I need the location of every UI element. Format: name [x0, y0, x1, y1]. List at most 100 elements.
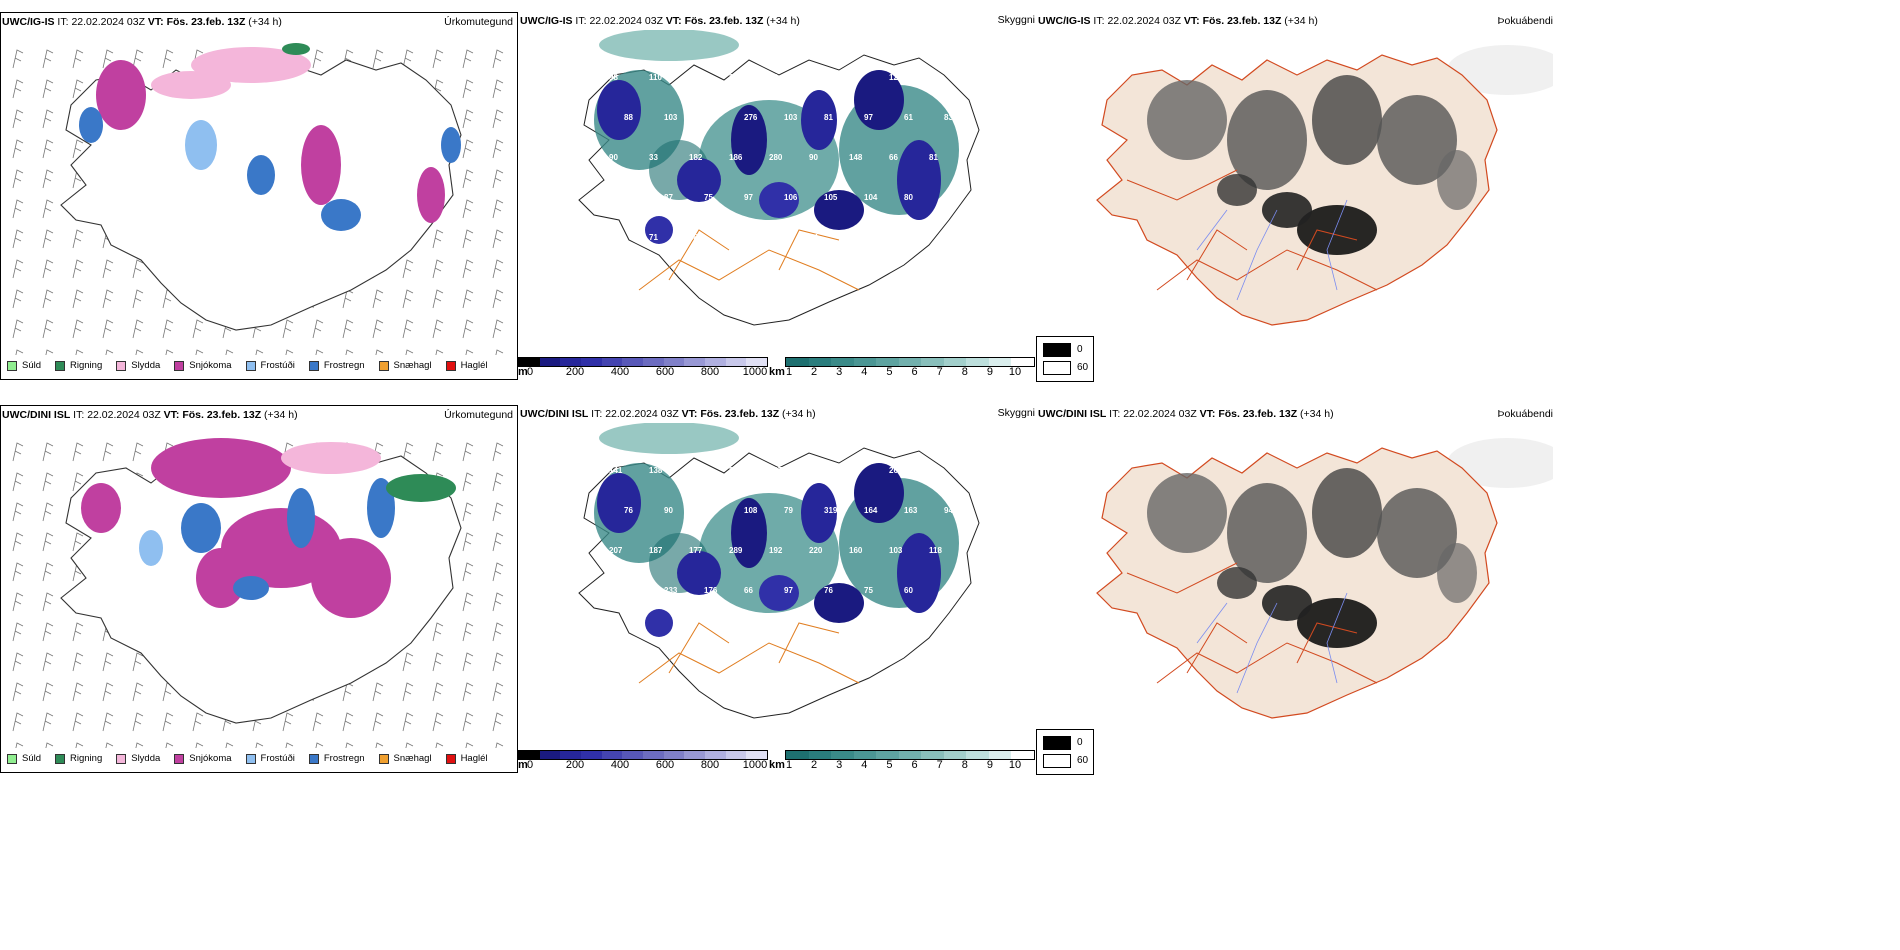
visibility-value: 128 — [689, 73, 703, 82]
legend-item: Snjókoma — [174, 360, 232, 371]
colorbar-tick: 7 — [936, 759, 943, 771]
colorbar-tick: 600 — [655, 759, 675, 771]
dense-fog-area — [854, 70, 904, 130]
visibility-value: 160 — [849, 546, 863, 555]
legend-swatch — [378, 753, 389, 764]
precip-area — [311, 538, 391, 618]
road-network — [1126, 169, 1378, 291]
visibility-km-colorbar — [785, 357, 1035, 367]
road-network — [638, 229, 860, 291]
legend-label: Haglél — [460, 753, 488, 764]
precip-area — [151, 71, 231, 99]
colorbar-segment — [539, 751, 561, 759]
precip-area — [301, 125, 341, 205]
legend-label: Frostúði — [260, 360, 295, 371]
precip-type-map — [12, 43, 504, 355]
legend-swatch — [7, 360, 17, 371]
legend-item: Snæhagl — [378, 753, 432, 764]
visibility-value: 289 — [729, 546, 743, 555]
colorbar-tick: 0 — [526, 759, 534, 771]
visibility-value: 123 — [929, 73, 943, 82]
legend-label: Rigning — [70, 753, 103, 764]
precip-area — [282, 43, 310, 55]
precip-area — [151, 438, 291, 498]
colorbar-segment — [786, 358, 809, 366]
fog-legend-swatch — [1043, 736, 1071, 750]
fog-area — [1437, 150, 1477, 210]
visibility-value: 34 — [849, 73, 858, 82]
dense-fog-area — [677, 158, 721, 202]
visibility-value: 90 — [809, 153, 818, 162]
colorbar-segment — [581, 358, 602, 366]
panel-name: Úrkomutegund — [444, 409, 513, 421]
visibility-km-unit: km — [769, 759, 785, 771]
dense-fog-area — [645, 609, 673, 637]
legend-label: Slydda — [131, 360, 161, 371]
legend-swatch — [116, 753, 127, 764]
panel-name: Þokuábendi — [1497, 15, 1553, 27]
legend-swatch — [245, 753, 256, 764]
low-visibility-area — [599, 423, 739, 454]
precip-area — [79, 107, 103, 143]
colorbar-segment — [966, 358, 989, 366]
visibility-value: 106 — [784, 193, 798, 202]
colorbar-tick: 6 — [911, 366, 918, 378]
legend-swatch — [445, 360, 456, 371]
colorbar-segment — [876, 358, 899, 366]
colorbar-tick: 1000 — [742, 759, 768, 771]
visibility-value: 237 — [769, 466, 783, 475]
colorbar-segment — [988, 358, 1012, 366]
legend-item: Súld — [7, 753, 41, 764]
colorbar-segment — [581, 751, 602, 759]
legend-item: Súld — [7, 360, 41, 371]
visibility-value: 74 — [609, 233, 618, 242]
precip-area — [386, 474, 456, 502]
colorbar-segment — [519, 751, 540, 759]
fog-area — [1297, 205, 1377, 255]
visibility-value: 182 — [689, 153, 703, 162]
colorbar-segment — [898, 358, 922, 366]
visibility-km-colorbar — [785, 750, 1035, 760]
visibility-value: 78 — [769, 73, 778, 82]
fog-area — [1312, 468, 1382, 558]
precip-type-map — [12, 438, 504, 748]
fog-index-map — [1096, 438, 1553, 719]
panel-title: UWC/IG-IS IT: 22.02.2024 03Z VT: Fös. 23… — [520, 15, 800, 27]
visibility-value: 71 — [649, 233, 658, 242]
legend-label: Súld — [22, 753, 42, 764]
colorbar-segment — [705, 751, 726, 759]
precip-area — [321, 199, 361, 231]
panel-name: Skyggni — [997, 14, 1035, 26]
visibility-value: 187 — [649, 546, 663, 555]
legend-swatch — [378, 360, 389, 371]
legend-item: Rigning — [55, 753, 102, 764]
fog-index-map — [1096, 45, 1553, 326]
legend-swatch — [245, 360, 256, 371]
colorbar-segment — [921, 751, 944, 759]
colorbar-tick: 4 — [861, 759, 868, 771]
precip-area — [81, 483, 121, 533]
panel-name: Skyggni — [997, 407, 1035, 419]
colorbar-tick: 2 — [811, 366, 818, 378]
colorbar-segment — [876, 751, 899, 759]
legend-item: Frostregn — [308, 360, 365, 371]
visibility-labels: 141 138 128 249 237 121 57 267 84 76 90 66 108 79 319 1… — [609, 466, 953, 595]
colorbar-segment — [988, 751, 1012, 759]
fog-legend-swatch — [1043, 343, 1071, 357]
colorbar-segment — [725, 358, 747, 366]
precip-area — [196, 548, 246, 608]
visibility-value: 57 — [849, 466, 858, 475]
visibility-value: 97 — [784, 586, 793, 595]
visibility-value: 76 — [624, 506, 633, 515]
visibility-value: 177 — [689, 546, 703, 555]
colorbar-segment — [643, 751, 664, 759]
visibility-value: 163 — [904, 506, 918, 515]
dense-fog-area — [801, 483, 837, 543]
legend-item: Frostúði — [245, 753, 295, 764]
colorbar-segment — [831, 751, 854, 759]
colorbar-segment — [684, 751, 706, 759]
visibility-value: 62 — [729, 233, 738, 242]
visibility-value: 60 — [904, 586, 913, 595]
fog-legend-label: 0 — [1077, 737, 1083, 748]
visibility-value: 75 — [864, 586, 873, 595]
